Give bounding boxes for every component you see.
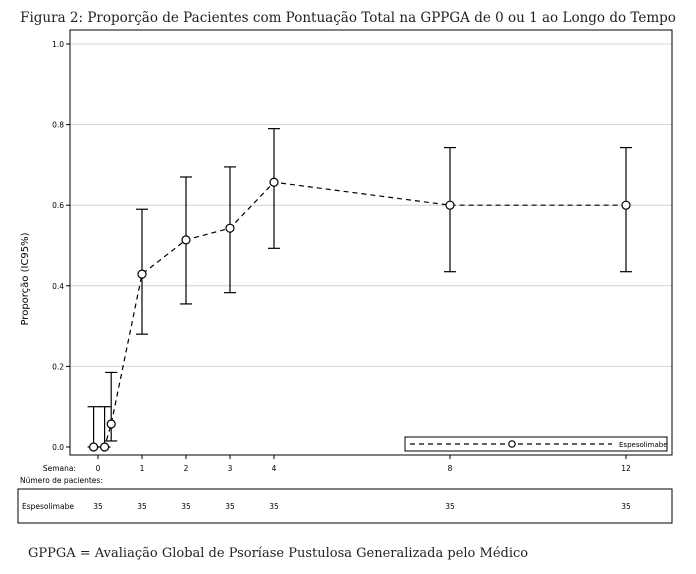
x-tick-label: 1: [140, 464, 145, 473]
y-tick-label: 0.4: [52, 282, 64, 291]
y-axis: 0.0 0.2 0.4 0.6 0.8 1.0: [52, 40, 70, 452]
data-point: [621, 200, 631, 210]
x-tick-label: 8: [448, 464, 453, 473]
legend-marker: [508, 440, 516, 448]
risk-value: 35: [269, 502, 279, 511]
risk-table-values: 35 35 35 35 35 35 35: [93, 502, 631, 511]
data-point: [106, 419, 116, 429]
y-tick-label: 0.0: [52, 443, 64, 452]
risk-value: 35: [225, 502, 235, 511]
data-point: [181, 235, 191, 245]
x-tick-label: 12: [621, 464, 631, 473]
figure-title: Figura 2: Proporção de Pacientes com Pon…: [20, 10, 676, 26]
legend: Espesolimabe: [404, 436, 668, 452]
risk-table-box: [17, 488, 673, 524]
risk-value: 35: [445, 502, 455, 511]
x-axis: 0 1 2 3 4 8 12: [96, 455, 631, 473]
data-point: [445, 200, 455, 210]
legend-label: Espesolimabe: [619, 441, 668, 449]
footnote: GPPGA = Avaliação Global de Psoríase Pus…: [28, 546, 529, 561]
y-tick-label: 1.0: [52, 40, 64, 49]
risk-row-label: Espesolimabe: [22, 502, 74, 511]
data-point: [99, 442, 110, 452]
data-point: [88, 442, 99, 452]
data-point: [137, 269, 147, 279]
x-axis-label: Semana:: [43, 464, 76, 473]
risk-value: 35: [93, 502, 103, 511]
y-tick-label: 0.2: [52, 362, 64, 371]
y-tick-label: 0.8: [52, 121, 64, 130]
risk-table-title: Número de pacientes:: [20, 476, 103, 485]
x-tick-label: 3: [228, 464, 233, 473]
y-tick-label: 0.6: [52, 201, 64, 210]
y-axis-label: Proporção (IC95%): [20, 232, 31, 325]
data-markers: [88, 177, 631, 452]
risk-value: 35: [137, 502, 147, 511]
series-line-espesolimabe: [93, 181, 626, 448]
x-tick-label: 4: [272, 464, 277, 473]
grid-lines: [70, 43, 672, 367]
risk-value: 35: [621, 502, 631, 511]
plot-frame: [69, 29, 673, 456]
error-bars: [87, 128, 632, 448]
risk-value: 35: [181, 502, 191, 511]
data-point: [225, 223, 235, 233]
data-point: [269, 177, 279, 187]
x-tick-label: 0: [96, 464, 101, 473]
x-tick-label: 2: [184, 464, 189, 473]
